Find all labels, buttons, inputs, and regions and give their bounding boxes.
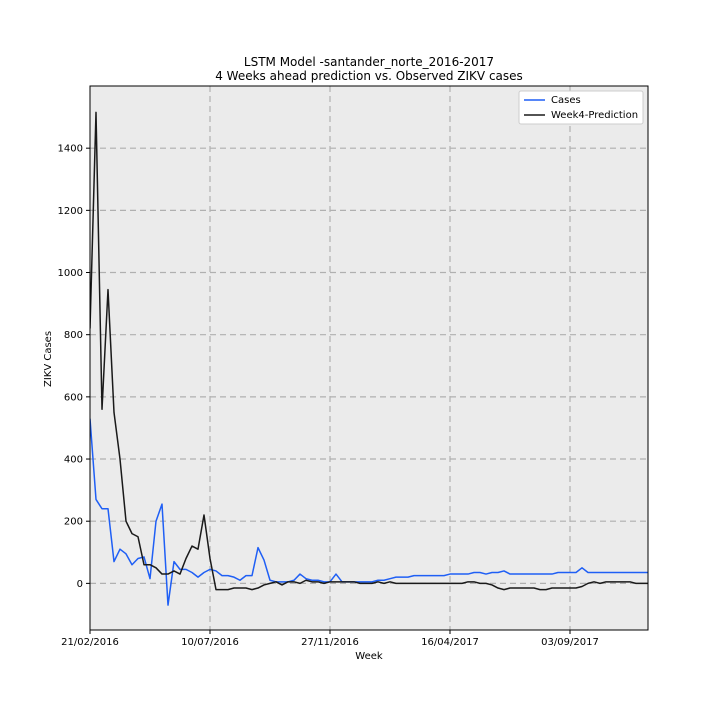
plot-area: 0 200 400 600 800 1000 1200 1400 21/02/2016 10/07… xyxy=(58,85,649,648)
x-tick-label: 10/07/2016 xyxy=(181,637,239,648)
plot-background xyxy=(90,86,648,630)
chart-title-line-2: 4 Weeks ahead prediction vs. Observed ZI… xyxy=(215,69,523,83)
y-tick-label: 600 xyxy=(64,392,83,403)
legend-box xyxy=(518,90,644,125)
x-tick-label: 27/11/2016 xyxy=(301,637,359,648)
y-tick-label: 1200 xyxy=(58,206,83,217)
chart-title-line-1: LSTM Model -santander_norte_2016-2017 xyxy=(244,55,494,69)
series-line-cases xyxy=(90,418,648,606)
y-tick-label: 200 xyxy=(64,517,83,528)
x-tick-label: 21/02/2016 xyxy=(61,637,119,648)
y-tick-label: 1000 xyxy=(58,268,83,279)
legend: Cases Week4-Prediction xyxy=(518,90,644,125)
y-tick-label: 800 xyxy=(64,330,83,341)
x-tick-label: 16/04/2017 xyxy=(421,637,479,648)
x-tick-label: 03/09/2017 xyxy=(541,637,599,648)
x-axis-label: Week xyxy=(355,651,383,662)
series-line-prediction xyxy=(90,111,648,591)
y-tick-label: 0 xyxy=(77,579,83,590)
y-tick-label: 1400 xyxy=(58,144,83,155)
legend-label-cases: Cases xyxy=(551,95,581,106)
y-tick-label: 400 xyxy=(64,455,83,466)
y-axis-label: ZIKV Cases xyxy=(43,331,54,387)
plot-frame xyxy=(89,85,649,631)
legend-label-prediction: Week4-Prediction xyxy=(551,110,638,121)
